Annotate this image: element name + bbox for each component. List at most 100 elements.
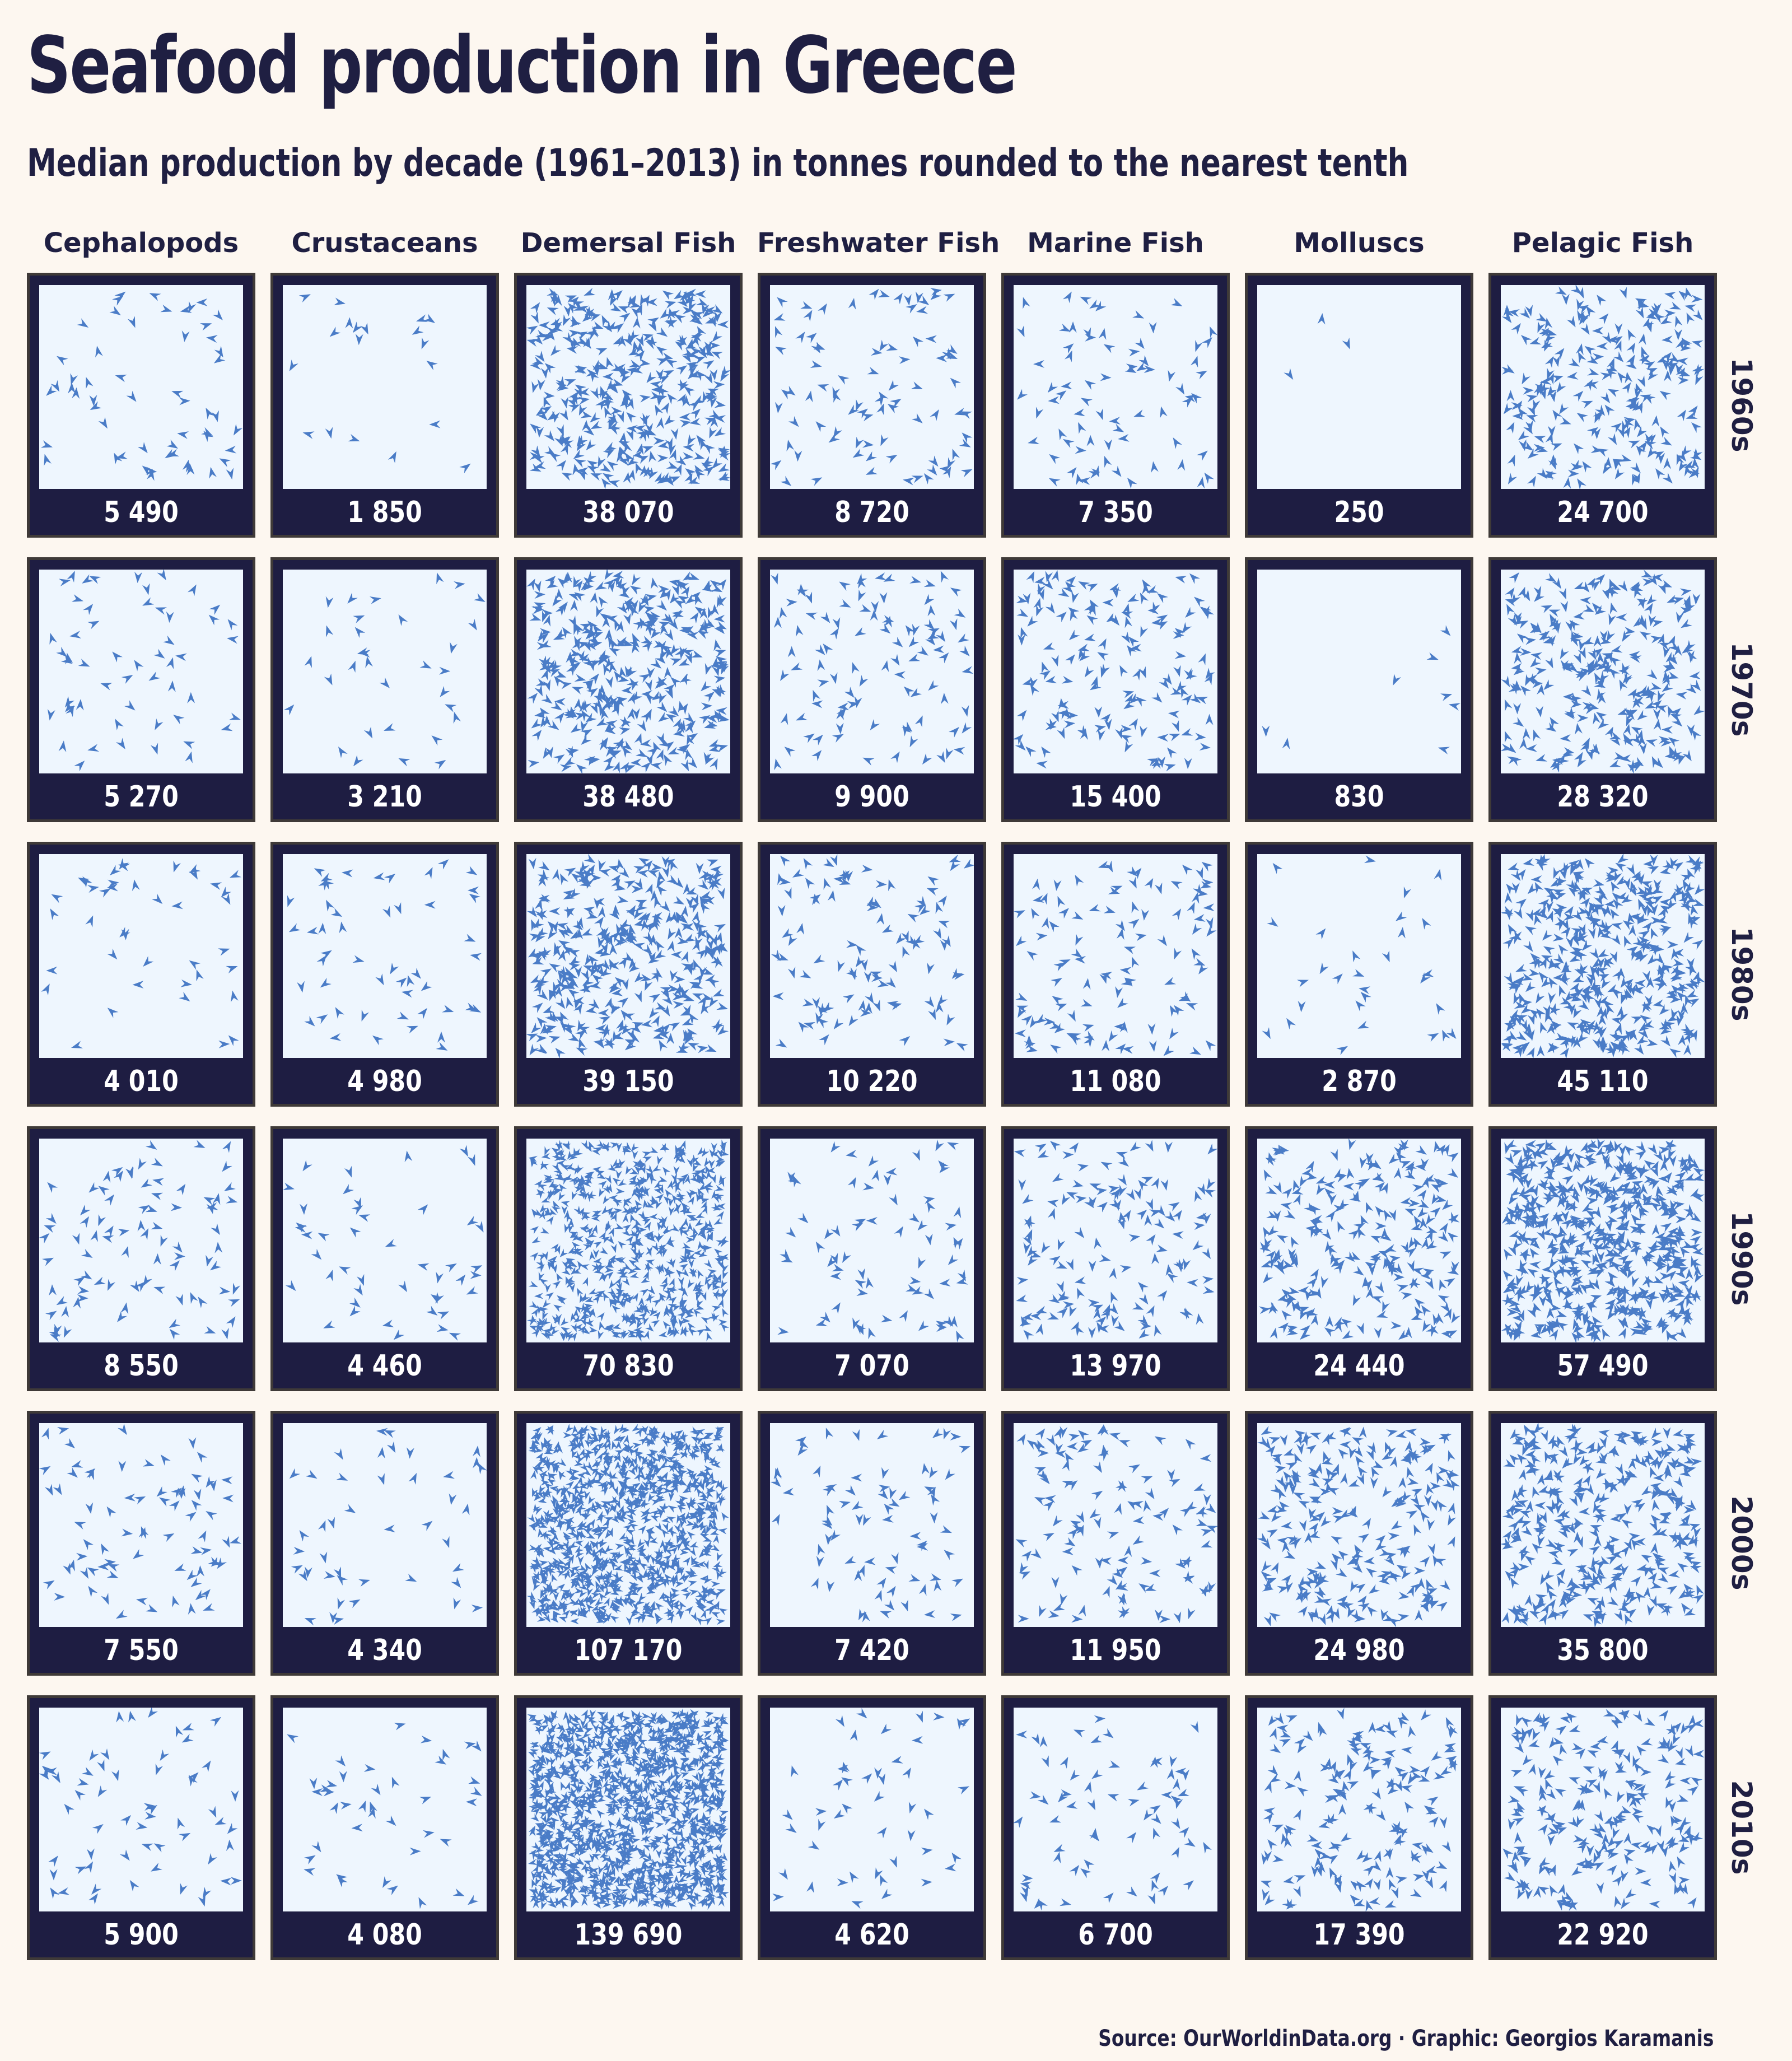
fish-mark <box>629 1314 637 1325</box>
fish-mark <box>1648 1290 1660 1300</box>
fish-mark <box>1193 914 1206 922</box>
fish-mark <box>177 431 189 439</box>
fish-mark <box>794 450 802 462</box>
fish-mark <box>691 981 703 989</box>
fish-mark <box>1683 1290 1695 1300</box>
fish-mark <box>928 455 939 467</box>
fish-mark <box>1669 995 1681 1004</box>
fish-mark <box>719 1255 729 1262</box>
fish-mark <box>1557 754 1570 764</box>
fish-mark <box>682 1288 688 1297</box>
fish-mark <box>587 621 598 632</box>
fish-mark <box>360 323 368 335</box>
fish-mark <box>570 1322 577 1332</box>
fish-mark <box>681 1202 690 1211</box>
fish-mark <box>1522 372 1530 385</box>
fish-mark <box>709 934 717 946</box>
fish-mark <box>1140 625 1149 637</box>
fish-mark <box>1644 395 1656 404</box>
fish-mark <box>1586 305 1596 318</box>
fish-mark <box>1508 309 1520 317</box>
tile-molluscs-1960s: 250 <box>1245 273 1473 538</box>
fish-mark <box>802 999 814 1006</box>
fish-mark <box>570 930 582 939</box>
fish-mark <box>657 1184 664 1194</box>
fish-mark <box>1649 682 1662 691</box>
fish-mark <box>685 594 697 604</box>
fish-mark <box>903 294 912 306</box>
fish-mark <box>632 450 645 458</box>
fish-mark <box>1430 1207 1441 1218</box>
fish-mark <box>1637 1027 1648 1038</box>
fish-mark <box>1614 870 1622 883</box>
fish-mark <box>589 314 601 322</box>
fish-mark <box>1168 1202 1180 1211</box>
fish-mark <box>690 650 703 658</box>
fish-mark <box>1030 1016 1039 1028</box>
fish-mark <box>859 675 869 687</box>
fish-mark <box>320 977 332 988</box>
fish-mark <box>1550 717 1560 729</box>
fish-mark <box>1560 734 1571 742</box>
fish-mark <box>803 858 813 870</box>
fish-mark <box>1512 1314 1524 1322</box>
fish-mark <box>1626 863 1635 875</box>
fish-mark <box>946 747 954 759</box>
fish-mark <box>1684 287 1693 300</box>
fish-mark <box>1100 1162 1113 1171</box>
fish-mark <box>949 618 958 631</box>
fish-mark <box>916 306 928 314</box>
fish-mark <box>629 1168 639 1175</box>
fish-mark <box>170 1203 183 1211</box>
fish-mark <box>615 1188 625 1195</box>
fish-mark <box>569 662 581 672</box>
fish-mark <box>1521 973 1533 981</box>
fish-mark <box>1263 1169 1272 1182</box>
fish-mark <box>633 1186 640 1195</box>
fish-mark <box>375 973 384 986</box>
fish-mark <box>1056 1280 1064 1293</box>
fish-mark <box>681 1317 690 1324</box>
fish-mark <box>556 1142 562 1151</box>
fish-mark <box>1536 754 1548 762</box>
fish-mark <box>709 995 719 1008</box>
fish-mark <box>1531 1195 1539 1206</box>
fish-mark <box>1687 724 1695 736</box>
fish-mark <box>1089 1183 1102 1191</box>
fish-mark <box>1400 1242 1409 1254</box>
fish-mark <box>878 290 890 297</box>
fish-mark <box>365 656 373 668</box>
fish-mark <box>818 1005 828 1018</box>
fish-mark <box>788 934 797 946</box>
fish-mark <box>1579 1284 1592 1294</box>
fish-mark <box>656 1199 662 1209</box>
fish-mark <box>573 1186 584 1193</box>
fish-mark <box>65 701 76 712</box>
fish-mark <box>1626 714 1634 727</box>
fish-mark <box>1404 1248 1416 1258</box>
fish-mark <box>676 1284 686 1293</box>
fish-mark <box>1520 686 1532 697</box>
fish-mark <box>166 657 174 669</box>
fish-mark <box>587 326 599 336</box>
fish-mark <box>1552 355 1560 367</box>
fish-mark <box>1542 1197 1555 1205</box>
fish-mark <box>1683 1044 1692 1056</box>
fish-mark <box>602 473 614 483</box>
fish-mark <box>1042 661 1049 674</box>
fish-mark <box>1691 1228 1702 1237</box>
fish-mark <box>656 885 668 897</box>
fish-mark <box>678 1147 686 1157</box>
fish-mark <box>1525 1281 1536 1293</box>
fish-mark <box>669 1285 678 1293</box>
fish-mark <box>1572 390 1584 402</box>
fish-mark <box>51 894 63 903</box>
fish-mark <box>1292 1193 1301 1206</box>
fish-mark <box>1557 1196 1565 1208</box>
fish-mark <box>626 677 638 686</box>
fish-mark <box>935 1139 944 1151</box>
fish-mark <box>318 922 326 934</box>
fish-mark <box>155 718 164 730</box>
fish-mark <box>855 1280 867 1289</box>
fish-mark <box>172 1241 183 1253</box>
